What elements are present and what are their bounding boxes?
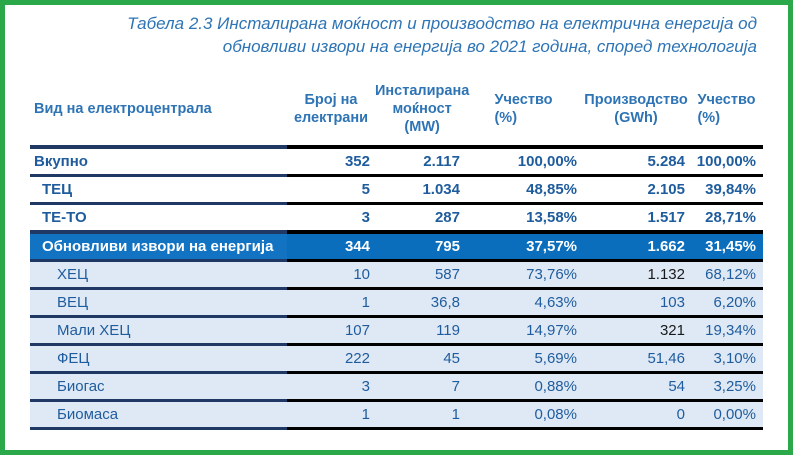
row-label: Обновливи извори на енергија [30,230,287,261]
row-value: 100,00% [465,145,582,176]
row-value: 0,00% [690,399,763,430]
row-label: ВЕЦ [30,287,287,317]
row-label: ХЕЦ [30,259,287,289]
row-value: 0,88% [465,371,582,401]
row-value: 1 [287,287,375,317]
row-value: 31,45% [690,230,763,261]
table-row: ФЕЦ 222 45 5,69% 51,46 3,10% [30,343,763,373]
row-value: 2.117 [375,145,465,176]
row-label: ФЕЦ [30,343,287,373]
row-value: 107 [287,315,375,345]
row-value: 5 [287,174,375,204]
table-row: ХЕЦ 10 587 73,76% 1.132 68,12% [30,259,763,289]
row-value: 5,69% [465,343,582,373]
row-value: 1.662 [582,230,690,261]
row-value: 352 [287,145,375,176]
row-value: 36,8 [375,287,465,317]
row-label: Биомаса [30,399,287,430]
row-value: 100,00% [690,145,763,176]
column-header-label: Производство (GWh) [584,92,688,126]
row-value: 39,84% [690,174,763,204]
row-value: 19,34% [690,315,763,345]
row-value: 48,85% [465,174,582,204]
row-label: Вкупно [30,145,287,176]
row-value: 0,08% [465,399,582,430]
row-value: 1 [375,399,465,430]
column-header-plant-type: Вид на електроцентрала [30,73,287,147]
row-value: 1.517 [582,202,690,232]
table-body: Вкупно 352 2.117 100,00% 5.284 100,00% ТЕЦ 5 1.0… [30,145,763,430]
column-header-label: Број на електрани [293,92,369,126]
row-value: 13,58% [465,202,582,232]
table-row: Биогас 3 7 0,88% 54 3,25% [30,371,763,401]
row-value: 1.132 [582,259,690,289]
table-row: ТЕЦ 5 1.034 48,85% 2.105 39,84% [30,174,763,204]
row-value: 3 [287,371,375,401]
row-value: 3,10% [690,343,763,373]
row-value: 28,71% [690,202,763,232]
row-value: 344 [287,230,375,261]
row-value: 45 [375,343,465,373]
column-header-plant-count: Број на електрани [287,73,375,147]
table-header: Вид на електроцентрала Број на електрани… [30,73,763,147]
page-title: Табела 2.3 Инсталирана моќност и произво… [127,14,757,56]
table-row: ВЕЦ 1 36,8 4,63% 103 6,20% [30,287,763,317]
row-value: 3,25% [690,371,763,401]
column-header-label: Вид на електроцентрала [34,101,212,117]
row-value: 7 [375,371,465,401]
table-row: ТЕ-ТО 3 287 13,58% 1.517 28,71% [30,202,763,232]
column-header-production: Производство (GWh) [582,73,690,147]
row-label: Биогас [30,371,287,401]
row-value: 222 [287,343,375,373]
row-value: 51,46 [582,343,690,373]
row-value: 587 [375,259,465,289]
row-value: 3 [287,202,375,232]
row-value: 54 [582,371,690,401]
table-row: Вкупно 352 2.117 100,00% 5.284 100,00% [30,145,763,176]
table-row: Биомаса 1 1 0,08% 0 0,00% [30,399,763,430]
row-label: ТЕ-ТО [30,202,287,232]
row-value: 321 [582,315,690,345]
row-value: 6,20% [690,287,763,317]
row-value: 1 [287,399,375,430]
column-header-capacity-share: Учество (%) [465,73,582,147]
row-value: 103 [582,287,690,317]
column-header-production-share: Учество (%) [690,73,763,147]
row-value: 2.105 [582,174,690,204]
row-value: 287 [375,202,465,232]
row-value: 37,57% [465,230,582,261]
row-label: Мали ХЕЦ [30,315,287,345]
data-table: Вид на електроцентрала Број на електрани… [30,73,763,430]
column-header-installed-capacity: Инсталирана моќност (MW) [375,73,469,147]
row-value: 119 [375,315,465,345]
row-value: 10 [287,259,375,289]
row-value: 1.034 [375,174,465,204]
column-header-label: Учество (%) [494,92,553,126]
table-header-row: Вид на електроцентрала Број на електрани… [30,73,763,147]
row-value: 0 [582,399,690,430]
row-value: 73,76% [465,259,582,289]
row-label: ТЕЦ [30,174,287,204]
table-row: Обновливи извори на енергија 344 795 37,57%… [30,230,763,261]
row-value: 5.284 [582,145,690,176]
column-header-label: Инсталирана моќност (MW) [375,83,470,135]
row-value: 795 [375,230,465,261]
row-value: 14,97% [465,315,582,345]
row-value: 68,12% [690,259,763,289]
row-value: 4,63% [465,287,582,317]
table-row: Мали ХЕЦ 107 119 14,97% 321 19,34% [30,315,763,345]
column-header-label: Учество (%) [697,92,756,126]
